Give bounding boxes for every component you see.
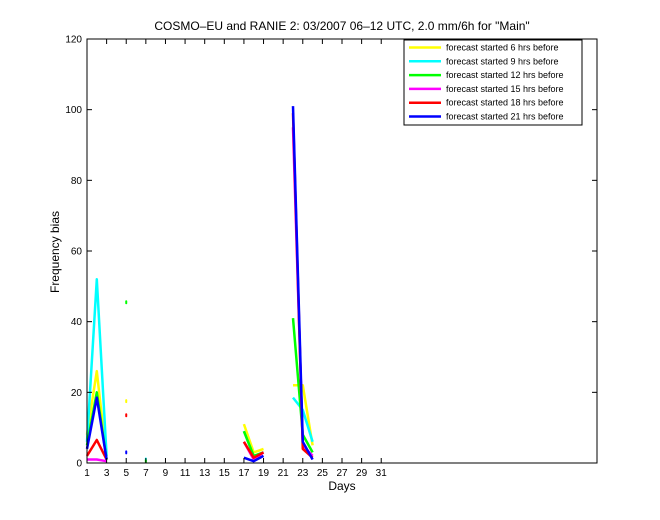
x-tick-label: 19	[258, 468, 270, 479]
legend-item: forecast started 6 hrs before	[409, 43, 559, 53]
legend-label: forecast started 12 hrs before	[446, 70, 564, 80]
legend-item: forecast started 12 hrs before	[409, 70, 564, 80]
y-tick-label: 20	[71, 388, 83, 399]
x-tick-label: 21	[278, 468, 290, 479]
x-tick-label: 15	[219, 468, 231, 479]
x-axis-label: Days	[328, 479, 355, 493]
y-axis-label: Frequency bias	[48, 211, 62, 293]
y-tick-label: 120	[65, 35, 82, 46]
series-line	[85, 278, 108, 456]
x-tick-label: 29	[356, 468, 368, 479]
plot-area	[85, 106, 314, 464]
legend-item: forecast started 9 hrs before	[409, 56, 559, 66]
series-2	[85, 278, 314, 462]
x-tick-label: 1	[84, 468, 90, 479]
y-tick-label: 40	[71, 317, 83, 328]
y-tick-label: 0	[76, 459, 82, 470]
x-tick-label: 23	[297, 468, 309, 479]
chart-title: COSMO–EU and RANIE 2: 03/2007 06–12 UTC,…	[154, 19, 529, 33]
y-tick-label: 60	[71, 247, 83, 258]
y-tick-label: 80	[71, 176, 83, 187]
x-tick-label: 5	[123, 468, 129, 479]
x-tick-label: 13	[199, 468, 211, 479]
series-line	[87, 458, 107, 463]
series-line	[243, 454, 265, 463]
series-line	[242, 423, 264, 454]
series-line	[293, 384, 314, 446]
series-5	[85, 113, 314, 461]
legend: forecast started 6 hrs before forecast st…	[403, 39, 583, 126]
series-line	[242, 441, 265, 459]
legend-label: forecast started 21 hrs before	[446, 112, 564, 122]
series-line	[85, 438, 108, 461]
x-tick-label: 17	[238, 468, 250, 479]
x-tick-label: 31	[376, 468, 388, 479]
y-tick-label: 100	[65, 105, 82, 116]
legend-label: forecast started 15 hrs before	[446, 84, 564, 94]
x-tick-label: 3	[104, 468, 110, 479]
series-3	[85, 300, 314, 464]
x-tick-label: 27	[336, 468, 348, 479]
legend-box	[403, 39, 583, 126]
legend-item: forecast started 18 hrs before	[409, 98, 564, 108]
x-tick-label: 9	[163, 468, 169, 479]
series-1	[85, 369, 314, 460]
series-4	[87, 127, 314, 463]
x-tick-label: 25	[317, 468, 329, 479]
x-tick-label: 11	[180, 468, 191, 479]
legend-label: forecast started 9 hrs before	[446, 56, 559, 66]
legend-label: forecast started 18 hrs before	[446, 98, 564, 108]
series-6	[85, 106, 314, 463]
series-line	[291, 106, 314, 461]
legend-label: forecast started 6 hrs before	[446, 43, 559, 53]
axes: 1 3 5 7 9 11 13 15 17 19 21 23 25 27 29 310204060801001…	[65, 35, 598, 479]
series-line	[85, 396, 108, 460]
x-tick-label: 7	[143, 468, 149, 479]
legend-item: forecast started 21 hrs before	[409, 112, 564, 122]
legend-item: forecast started 15 hrs before	[409, 84, 564, 94]
